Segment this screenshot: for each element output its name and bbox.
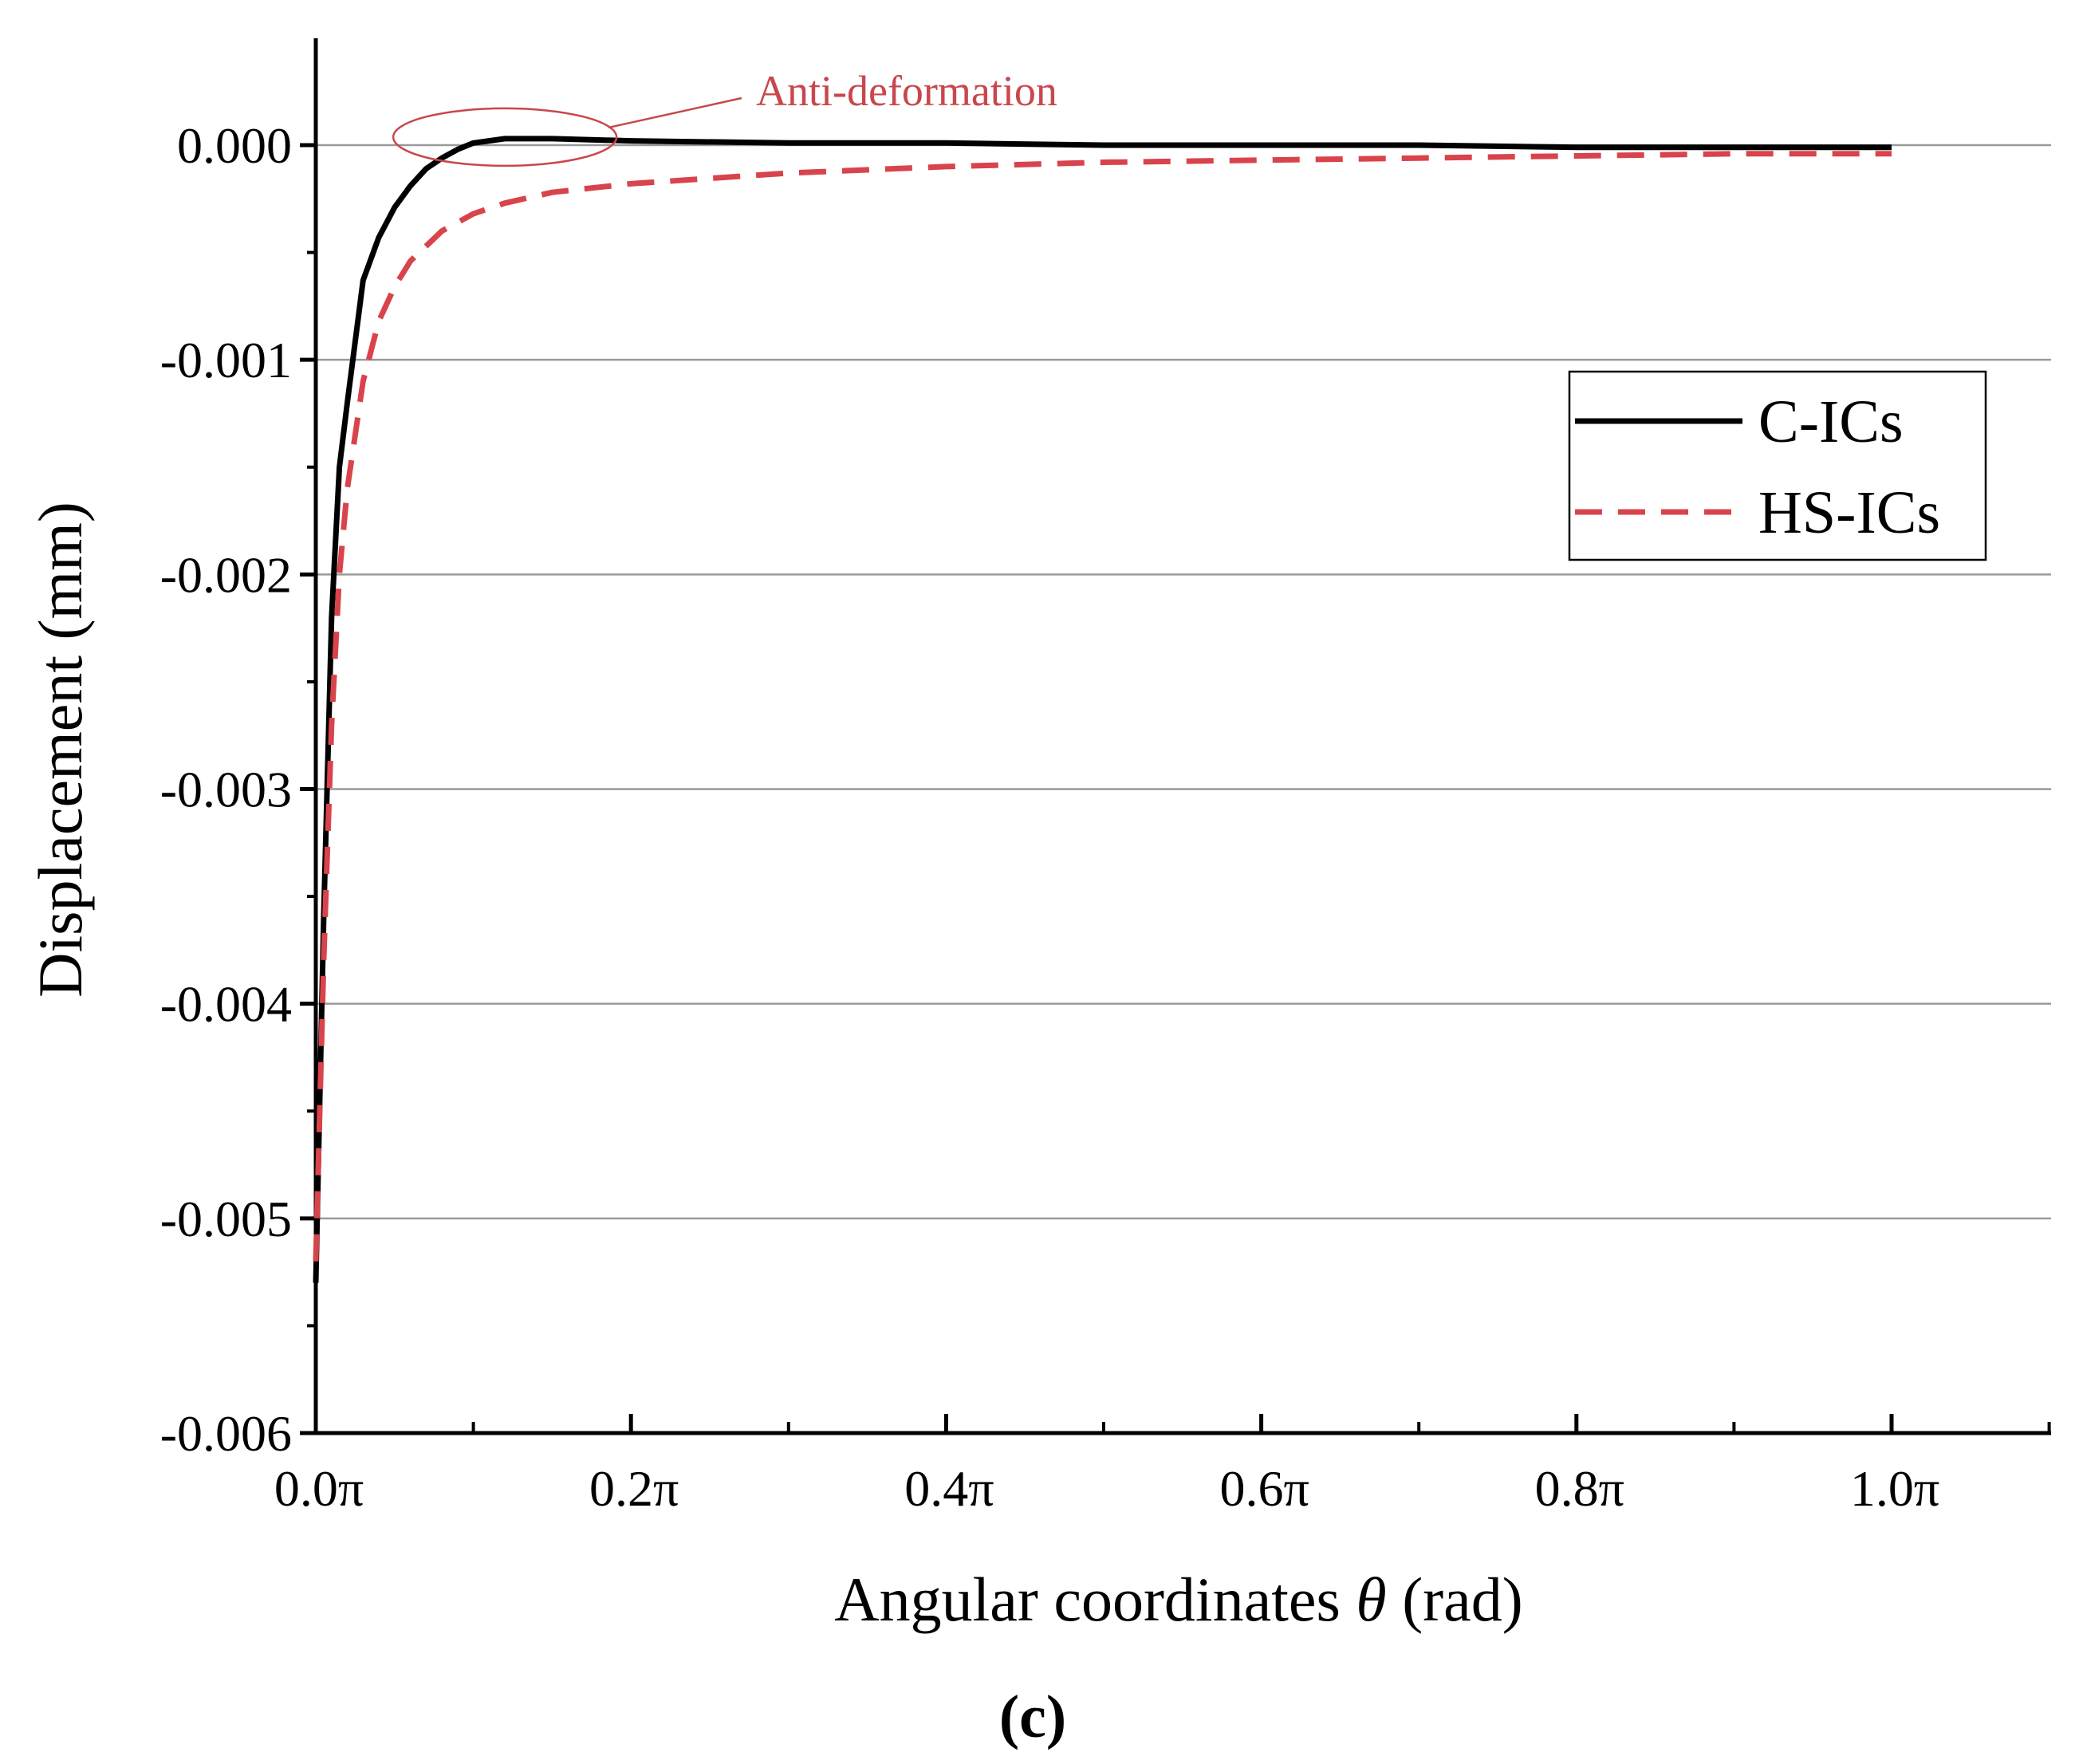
annotation-ellipse [392,107,618,167]
y-tick-label: -0.002 [160,546,292,603]
y-tick-labels: 0.000 -0.001 -0.002 -0.003 -0.004 -0.005 -0.00… [160,117,292,1462]
x-tick-label: 0.4π [904,1460,994,1517]
legend-label-c-ics: C-ICs [1758,388,1904,455]
x-tick-labels: 0.0π 0.2π 0.4π 0.6π 0.8π 1.0π [274,1460,1939,1517]
x-axis-label-symbol: θ [1356,1565,1386,1634]
panel-label: (c) [999,1683,1066,1750]
y-tick-label: 0.000 [177,117,292,174]
gridlines [316,144,2051,1220]
y-tick-label: -0.003 [160,762,292,818]
series-lines [313,136,1892,1283]
x-axis-label-text: Angular coordinates [834,1565,1341,1634]
axes [313,38,2051,1435]
y-tick-label: -0.006 [160,1405,292,1462]
x-tick-label: 0.0π [274,1460,364,1517]
y-tick-label: -0.005 [160,1191,292,1247]
x-tick-label: 0.8π [1535,1460,1624,1517]
series-line-c-ics [313,136,1892,1283]
y-tick-label: -0.004 [160,976,292,1033]
x-tick-label: 1.0π [1850,1460,1939,1517]
x-tick-label: 0.2π [589,1460,679,1517]
x-axis-label: Angular coordinates θ (rad) [834,1565,1523,1634]
legend-box [1568,370,1987,561]
x-axis-label-unit: (rad) [1387,1565,1523,1634]
annotation-leader [608,96,742,129]
legend: C-ICs HS-ICs [1568,370,1987,561]
y-axis-label: Displacement (mm) [26,502,95,998]
annotation: Anti-deformation [392,67,1057,167]
legend-label-hs-ics: HS-ICs [1758,479,1940,546]
y-tick-label: -0.001 [160,332,292,388]
series-line-hs-ics [313,151,1892,1262]
annotation-text: Anti-deformation [756,67,1057,115]
x-tick-label: 0.6π [1219,1460,1309,1517]
tick-marks [300,143,2051,1435]
